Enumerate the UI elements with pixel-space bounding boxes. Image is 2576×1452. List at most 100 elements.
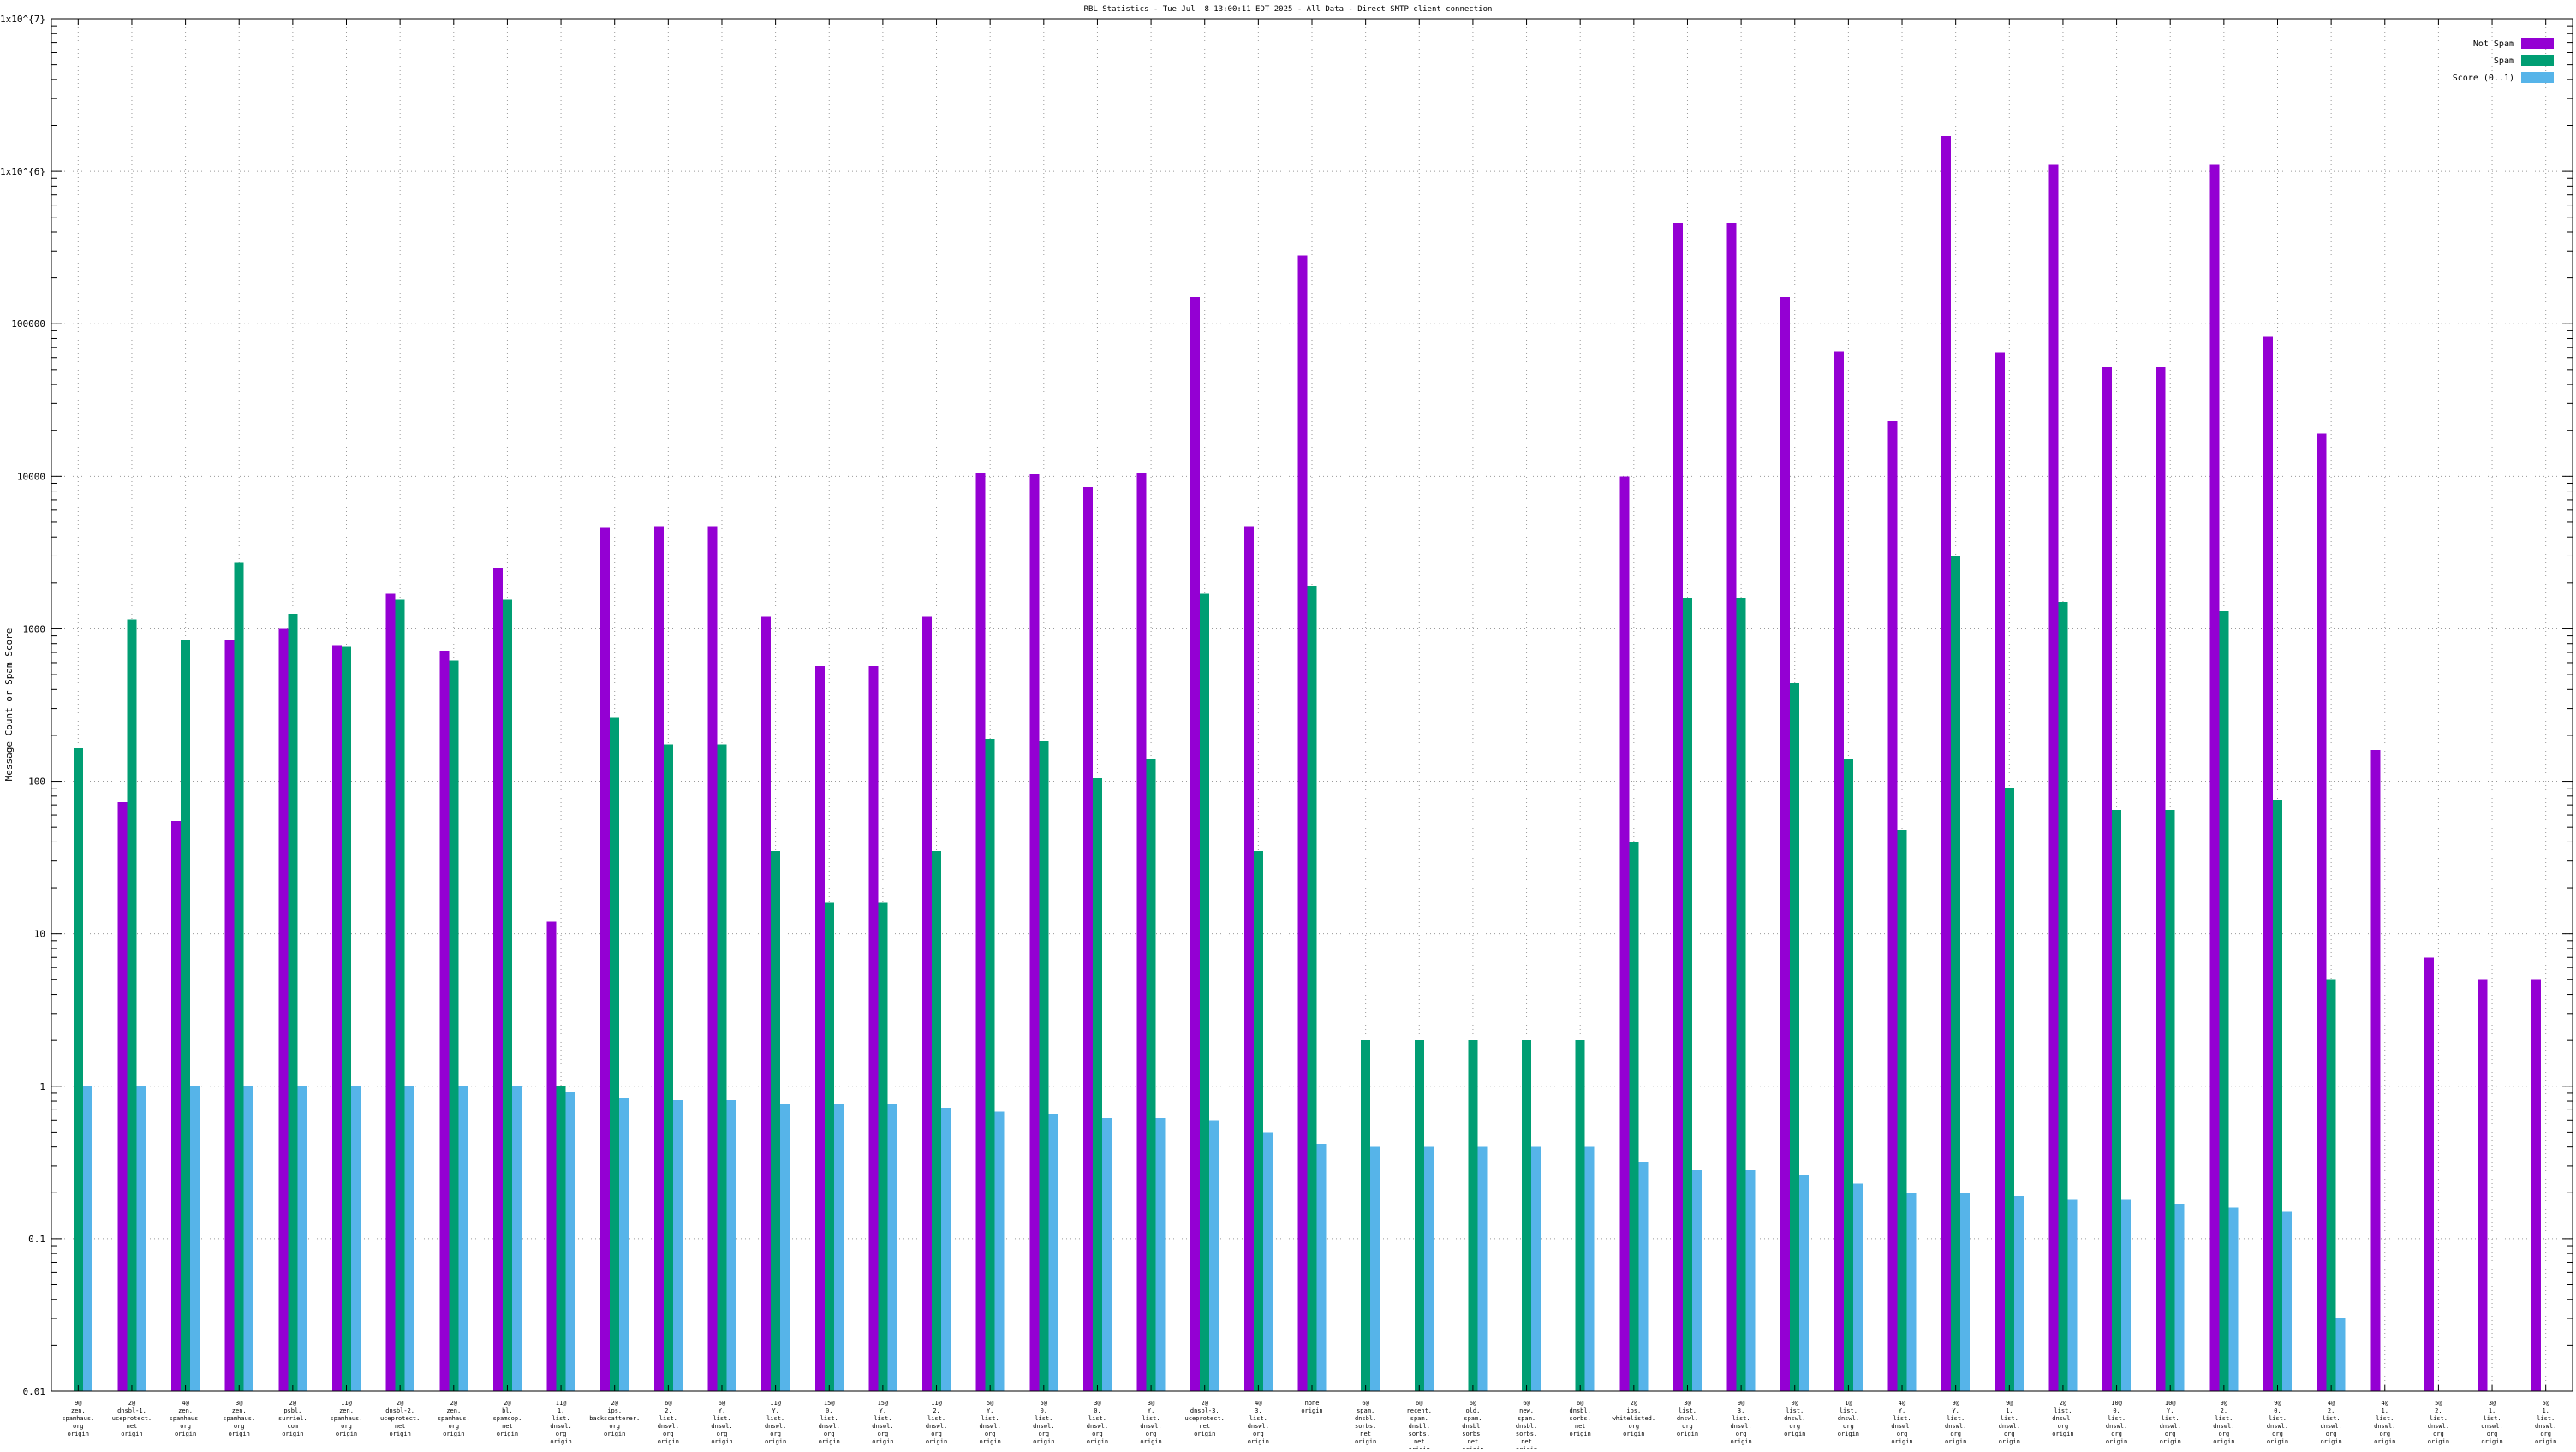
x-tick-label: dnswl. xyxy=(2213,1423,2234,1430)
x-tick-label: org xyxy=(931,1431,942,1437)
x-tick-label: 9@ xyxy=(1952,1400,1959,1407)
bar-score-0-1--25 xyxy=(1423,1146,1434,1391)
x-tick-label: origin xyxy=(1677,1431,1698,1437)
x-tick-label: org xyxy=(985,1431,996,1437)
x-tick-label: 2@ xyxy=(504,1400,511,1407)
bar-spam-37 xyxy=(2058,602,2068,1391)
x-tick-label: list. xyxy=(2001,1415,2018,1422)
x-tick-label: net xyxy=(1575,1423,1586,1430)
bar-spam-10 xyxy=(610,717,620,1391)
x-tick-label: dnsbl-2. xyxy=(385,1407,414,1414)
bar-score-0-1--6 xyxy=(404,1086,414,1391)
bar-spam-23 xyxy=(1307,586,1317,1391)
bar-not-spam-9 xyxy=(546,921,557,1391)
x-tick-label: list. xyxy=(766,1415,784,1422)
x-tick-label: list. xyxy=(2484,1415,2501,1422)
bar-score-0-1--15 xyxy=(887,1104,897,1391)
x-tick-label: 9@ xyxy=(75,1400,82,1407)
x-tick-label: 10@ xyxy=(2111,1400,2122,1407)
x-tick-label: org xyxy=(2058,1423,2069,1430)
x-tick-label: origin xyxy=(550,1438,571,1445)
x-tick-label: psbl. xyxy=(283,1407,301,1414)
bar-spam-9 xyxy=(556,1086,566,1391)
x-tick-label: 6@ xyxy=(719,1400,726,1407)
bar-not-spam-10 xyxy=(600,527,611,1391)
bar-score-0-1--27 xyxy=(1531,1146,1541,1391)
x-tick-label: origin xyxy=(121,1431,142,1437)
x-tick-label: org xyxy=(2219,1431,2230,1437)
x-tick-label: origin xyxy=(2481,1438,2502,1445)
x-tick-label: origin xyxy=(443,1431,464,1437)
x-tick-label: list. xyxy=(1088,1415,1106,1422)
x-tick-label: com xyxy=(288,1423,299,1430)
bar-spam-16 xyxy=(932,850,942,1391)
x-tick-label: org xyxy=(341,1423,352,1430)
x-tick-label: dnswl. xyxy=(2106,1423,2127,1430)
legend-swatch-not-spam xyxy=(2521,38,2554,49)
x-tick-label: dnsbl-1. xyxy=(117,1407,146,1414)
x-tick-label: org xyxy=(2165,1431,2176,1437)
bar-spam-25 xyxy=(1414,1040,1424,1391)
legend-label: Spam xyxy=(2494,57,2514,66)
x-tick-label: spam. xyxy=(1518,1415,1535,1422)
x-tick-label: dnsbl. xyxy=(1409,1423,1430,1430)
bar-spam-22 xyxy=(1253,850,1263,1391)
bar-not-spam-8 xyxy=(492,568,503,1391)
x-tick-label: origin xyxy=(765,1438,786,1445)
x-tick-label: surriel. xyxy=(278,1415,307,1422)
x-tick-label: 3@ xyxy=(1094,1400,1101,1407)
x-tick-label: org xyxy=(234,1423,245,1430)
bar-not-spam-29 xyxy=(1619,476,1630,1392)
x-tick-label: dnsbl. xyxy=(1462,1423,1483,1430)
x-tick-label: net xyxy=(1414,1438,1425,1445)
x-tick-label: 2@ xyxy=(1202,1400,1209,1407)
x-tick-label: sorbs. xyxy=(1355,1423,1376,1430)
x-tick-label: list. xyxy=(1142,1415,1160,1422)
x-tick-label: org xyxy=(609,1423,620,1430)
x-tick-label: ips. xyxy=(1626,1407,1641,1414)
x-tick-label: org xyxy=(448,1423,459,1430)
chart-title: RBL Statistics - Tue Jul 8 13:00:11 EDT … xyxy=(1084,5,1493,14)
x-tick-label: 1. xyxy=(2006,1407,2012,1414)
x-tick-label: zen. xyxy=(232,1407,247,1414)
x-tick-label: dnswl. xyxy=(926,1423,947,1430)
bar-spam-40 xyxy=(2219,611,2229,1391)
bar-score-0-1--42 xyxy=(2335,1318,2346,1391)
x-tick-label: 5@ xyxy=(987,1400,994,1407)
x-tick-label: org xyxy=(2004,1431,2015,1437)
bar-spam-17 xyxy=(985,738,995,1391)
bar-not-spam-38 xyxy=(2102,366,2113,1391)
x-tick-label: org xyxy=(1629,1423,1640,1430)
x-tick-label: org xyxy=(2433,1431,2444,1437)
y-tick-label: 1x10^{7} xyxy=(0,14,45,25)
x-tick-label: 1@ xyxy=(1845,1400,1852,1407)
x-tick-label: list. xyxy=(874,1415,891,1422)
x-tick-label: zen. xyxy=(178,1407,193,1414)
x-tick-label: 2@ xyxy=(450,1400,458,1407)
x-tick-label: 15@ xyxy=(878,1400,889,1407)
x-tick-label: Y. xyxy=(719,1407,725,1414)
bar-not-spam-39 xyxy=(2156,366,2166,1391)
bar-score-0-1--4 xyxy=(297,1086,307,1391)
x-tick-label: list. xyxy=(927,1415,945,1422)
x-tick-label: origin xyxy=(2535,1438,2556,1445)
bar-score-0-1--41 xyxy=(2281,1211,2292,1391)
x-tick-label: dnsbl. xyxy=(1570,1407,1591,1414)
x-tick-label: 9@ xyxy=(2221,1400,2228,1407)
x-tick-label: origin xyxy=(282,1431,303,1437)
x-tick-label: spamhaus. xyxy=(170,1415,202,1422)
bar-not-spam-45 xyxy=(2478,979,2488,1391)
x-tick-label: 6@ xyxy=(1362,1400,1369,1407)
x-tick-label: list. xyxy=(2323,1415,2340,1422)
x-tick-label: origin xyxy=(2428,1438,2449,1445)
x-tick-label: dnswl. xyxy=(2428,1423,2449,1430)
x-tick-label: origin xyxy=(926,1438,947,1445)
y-tick-label: 100 xyxy=(28,777,45,788)
bar-score-0-1--7 xyxy=(458,1086,468,1391)
x-tick-label: uceprotect. xyxy=(1185,1415,1225,1422)
x-tick-label: dnswl. xyxy=(2320,1423,2341,1430)
bar-not-spam-32 xyxy=(1780,296,1791,1391)
bar-not-spam-40 xyxy=(2209,164,2220,1391)
x-tick-label: sorbs. xyxy=(1409,1431,1430,1437)
x-tick-label: dnswl. xyxy=(1087,1423,1108,1430)
